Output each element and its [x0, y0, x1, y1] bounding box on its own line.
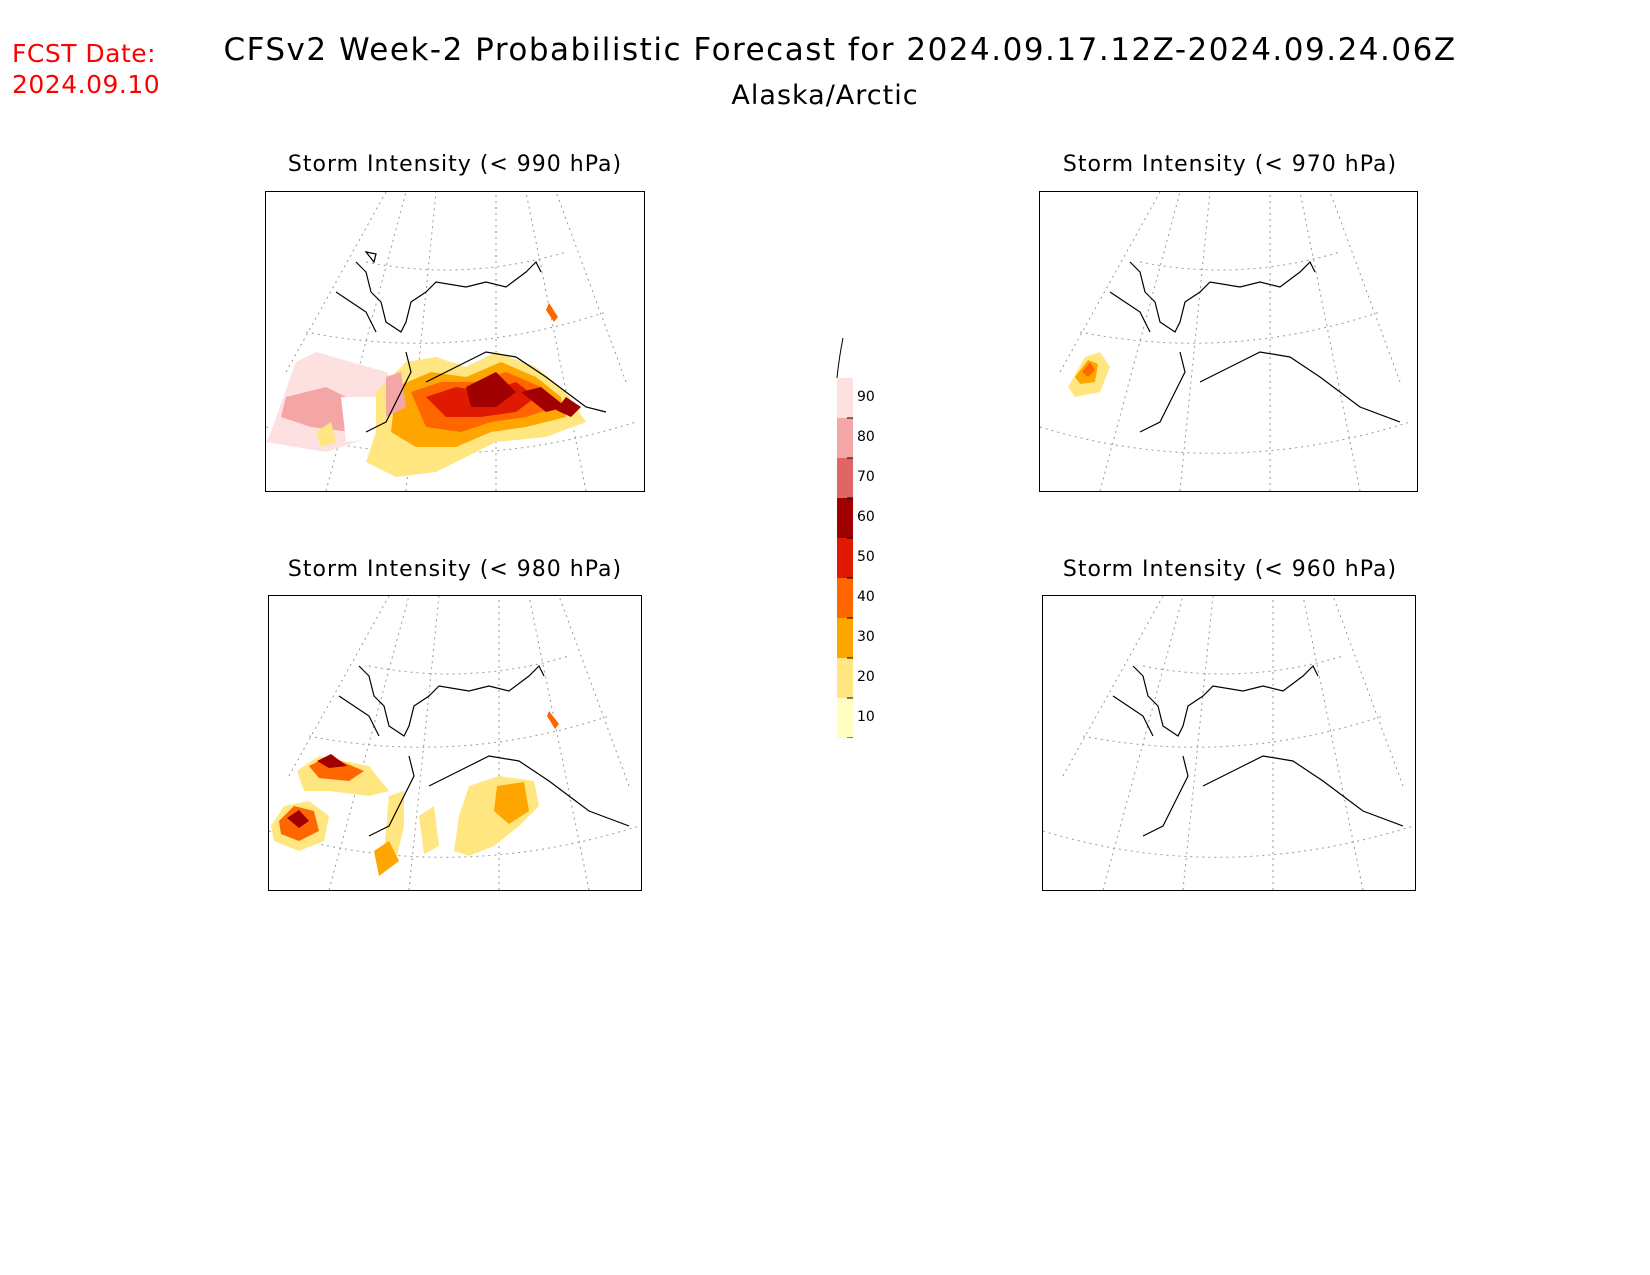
map-panel-980: [268, 595, 642, 891]
coastline: [1112, 664, 1404, 837]
fcst-date-value: 2024.09.10: [12, 70, 161, 99]
map-960: [1043, 596, 1414, 890]
colorbar-swatch-4: [837, 538, 853, 578]
main-title: CFSv2 Week-2 Probabilistic Forecast for …: [223, 32, 1457, 68]
colorbar: 10 20 30 40 50 60 70 80 90: [835, 337, 875, 779]
probability-shading: [266, 303, 586, 477]
map-panel-960: [1042, 595, 1416, 891]
fcst-date-label: FCST Date:: [12, 39, 157, 68]
colorbar-swatch-6: [837, 458, 853, 498]
probability-shading: [1068, 352, 1110, 397]
colorbar-swatches: [836, 337, 853, 779]
colorbar-swatch-5: [837, 498, 853, 538]
colorbar-swatch-2: [837, 618, 853, 658]
coastline: [335, 251, 607, 433]
map-990: [266, 192, 637, 491]
colorbar-tail-top: [836, 337, 844, 379]
panel-title-980: Storm Intensity (< 980 hPa): [287, 557, 623, 582]
colorbar-swatch-0: [837, 698, 853, 738]
colorbar-label-80: 80: [857, 429, 875, 445]
colorbar-label-90: 90: [857, 389, 875, 405]
colorbar-label-70: 70: [857, 469, 875, 485]
panel-title-990: Storm Intensity (< 990 hPa): [287, 152, 623, 177]
graticule: [1040, 192, 1411, 491]
panel-title-960: Storm Intensity (< 960 hPa): [1062, 557, 1398, 582]
map-970: [1040, 192, 1411, 491]
colorbar-swatch-3: [837, 578, 853, 618]
colorbar-swatch-8: [837, 378, 853, 418]
colorbar-label-50: 50: [857, 549, 875, 565]
panel-title-970: Storm Intensity (< 970 hPa): [1062, 152, 1398, 177]
colorbar-label-60: 60: [857, 509, 875, 525]
coastline: [1109, 260, 1401, 433]
colorbar-label-20: 20: [857, 669, 875, 685]
probability-shading: [271, 711, 559, 876]
graticule: [269, 596, 640, 890]
colorbar-label-10: 10: [857, 709, 875, 725]
region-subtitle: Alaska/Arctic: [731, 80, 919, 111]
colorbar-label-30: 30: [857, 629, 875, 645]
colorbar-label-40: 40: [857, 589, 875, 605]
colorbar-swatch-7: [837, 418, 853, 458]
map-980: [269, 596, 640, 890]
graticule: [1043, 596, 1414, 890]
colorbar-swatch-1: [837, 658, 853, 698]
map-panel-990: [265, 191, 645, 492]
forecast-date-block: FCST Date: 2024.09.10: [12, 38, 160, 100]
map-panel-970: [1039, 191, 1418, 492]
coastline: [338, 664, 630, 837]
